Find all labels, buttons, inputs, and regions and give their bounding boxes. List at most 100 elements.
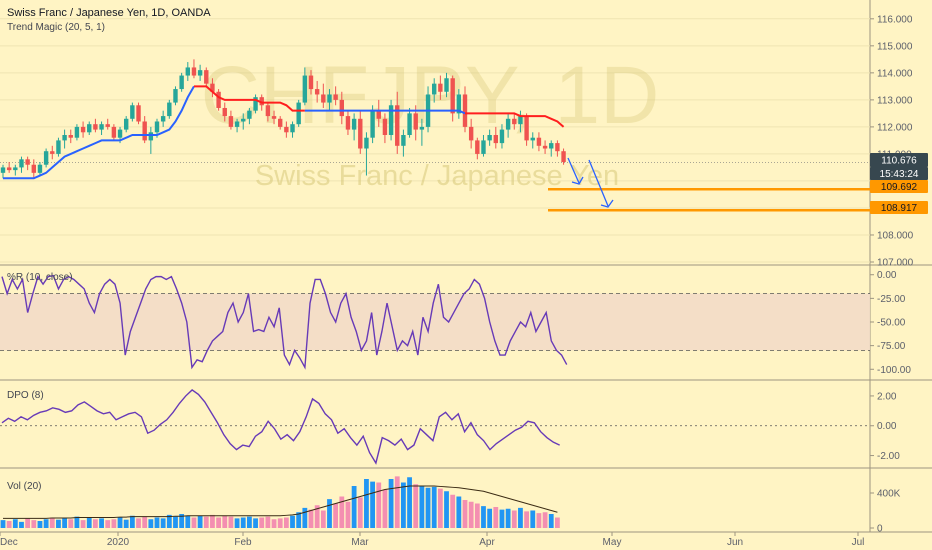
wr-tick: 0.00: [877, 270, 897, 281]
volume-bar: [228, 516, 234, 528]
williams-r-panel: [0, 274, 870, 370]
volume-bar: [68, 519, 74, 528]
volume-bar: [536, 513, 542, 528]
candle-body: [475, 140, 480, 154]
candle-body: [179, 75, 184, 90]
candle-body: [444, 78, 449, 92]
vol-label[interactable]: Vol (20): [7, 481, 41, 492]
candle-body: [216, 91, 221, 108]
candle-body: [462, 94, 468, 127]
candle-body: [68, 135, 73, 138]
support-levels: [548, 188, 870, 212]
candle-body: [561, 151, 566, 163]
countdown-text: 15:43:24: [880, 169, 919, 180]
candle-body: [542, 145, 548, 149]
candle-body: [555, 143, 560, 152]
volume-bar: [450, 494, 456, 528]
candle-body: [154, 121, 160, 133]
volume-bar: [25, 518, 31, 528]
time-tick: 2020: [107, 537, 130, 548]
level1-text: 109.692: [881, 182, 918, 193]
time-tick: Jun: [727, 537, 743, 548]
candle-body: [364, 137, 369, 149]
volume-bar: [283, 517, 289, 528]
candle-body: [124, 118, 129, 130]
time-tick: Jul: [852, 537, 865, 548]
candle-body: [43, 151, 49, 165]
candle-body: [290, 124, 295, 133]
level1-price-tag: 109.692: [870, 180, 928, 193]
volume-bar: [31, 520, 37, 528]
arrow-2-shaft: [588, 159, 609, 207]
volume-bar: [407, 477, 412, 528]
volume-bar: [401, 482, 406, 528]
volume-bar: [12, 519, 18, 528]
price-axis[interactable]: 116.000115.000114.000113.000112.000111.0…: [870, 14, 914, 535]
candle-body: [210, 83, 215, 92]
volume-bar: [437, 488, 443, 528]
volume-bar: [240, 517, 246, 528]
candle-body: [19, 159, 24, 168]
volume-bar: [468, 501, 474, 528]
candle-body: [148, 132, 154, 141]
volume-bar: [493, 507, 499, 528]
volume-bar: [136, 518, 141, 528]
watermark-name: Swiss Franc / Japanese Yen: [255, 160, 619, 192]
trend-segment-up-2: [304, 109, 466, 115]
level2-text: 108.917: [881, 203, 918, 214]
candle-body: [62, 135, 67, 141]
wr-tick: -100.00: [877, 365, 911, 376]
volume-bar: [376, 482, 382, 528]
volume-bar: [499, 509, 505, 528]
candle-body: [524, 116, 529, 141]
volume-bar: [56, 519, 61, 528]
dpo-label[interactable]: DPO (8): [7, 390, 44, 401]
candle-body: [136, 105, 141, 122]
wr-label[interactable]: %R (10, close): [7, 272, 73, 283]
candle-body: [407, 113, 412, 135]
candle-body: [0, 167, 6, 173]
grid-lines: [0, 0, 932, 533]
candle-body: [56, 140, 61, 154]
price-tick: 116.000: [877, 14, 913, 25]
indicator-label[interactable]: Trend Magic (20, 5, 1): [7, 22, 105, 33]
candle-body: [222, 107, 227, 117]
trend-magic-line: [3, 85, 565, 180]
arrow-1-shaft: [567, 157, 580, 184]
trend-segment-down-2: [465, 112, 565, 128]
volume-bar: [419, 486, 425, 528]
volume-bar: [333, 503, 339, 528]
dpo-tick: 2.00: [877, 391, 897, 402]
candle-body: [468, 126, 474, 141]
candle-body: [388, 105, 394, 135]
volume-bar: [555, 517, 560, 528]
volume-bar: [296, 512, 302, 528]
chart-title[interactable]: Swiss Franc / Japanese Yen, 1D, OANDA: [7, 7, 211, 19]
volume-bar: [425, 487, 431, 528]
volume-bar: [111, 519, 117, 528]
volume-bar: [0, 520, 6, 528]
arrow-1-head: [571, 176, 584, 185]
volume-bar: [247, 516, 252, 528]
candle-body: [382, 118, 388, 135]
volume-bar: [308, 509, 314, 528]
candle-body: [438, 83, 443, 92]
volume-bar: [431, 486, 437, 528]
candle-body: [512, 118, 517, 125]
candle-body: [339, 99, 344, 117]
volume-bar: [413, 484, 419, 528]
volume-bar: [290, 515, 295, 528]
candle-body: [111, 126, 117, 138]
volume-bar: [86, 517, 92, 528]
volume-bar: [474, 503, 480, 528]
candle-body: [413, 113, 418, 130]
price-tick: 112.000: [877, 122, 913, 133]
candle-body: [499, 129, 505, 144]
candle-body: [456, 94, 462, 114]
time-axis[interactable]: Dec 2020 Feb Mar Apr May Jun Jul: [0, 532, 864, 548]
price-tick: 113.000: [877, 95, 913, 106]
candle-body: [160, 116, 166, 122]
dpo-tick: 0.00: [877, 421, 897, 432]
volume-bar: [382, 489, 388, 528]
